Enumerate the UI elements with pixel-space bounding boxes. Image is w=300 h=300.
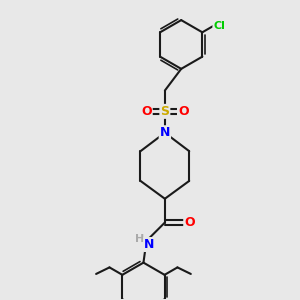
Text: H: H bbox=[135, 234, 145, 244]
Text: Cl: Cl bbox=[213, 21, 225, 31]
Text: N: N bbox=[144, 238, 154, 251]
Text: N: N bbox=[160, 126, 170, 139]
Text: S: S bbox=[160, 105, 169, 118]
Text: O: O bbox=[184, 216, 195, 229]
Text: O: O bbox=[141, 105, 152, 118]
Text: O: O bbox=[178, 105, 189, 118]
